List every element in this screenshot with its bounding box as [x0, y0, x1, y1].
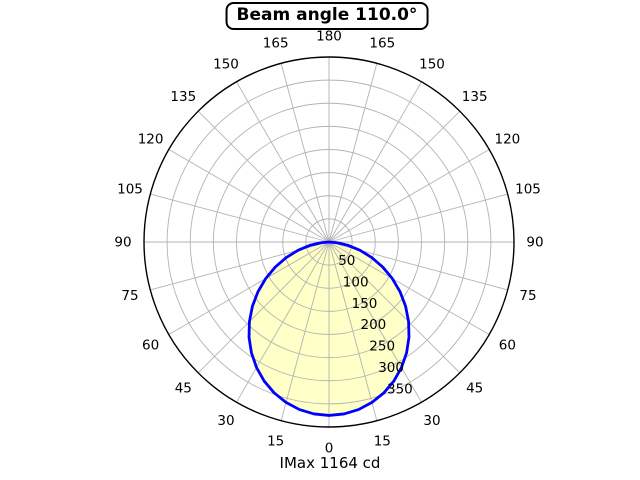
- grid-spoke: [328, 149, 490, 243]
- intensity-curve: [247, 240, 411, 417]
- grid-spoke: [236, 81, 330, 243]
- grid-spoke: [168, 241, 330, 335]
- grid-spoke: [328, 63, 378, 243]
- angle-tick-label: 120: [495, 132, 521, 148]
- angle-tick-label: 75: [121, 288, 138, 304]
- angle-tick-label: 165: [263, 36, 289, 52]
- angle-tick-label: 120: [138, 132, 164, 148]
- angle-tick-label: 75: [519, 288, 536, 304]
- grid-spoke: [328, 81, 422, 243]
- chart-title: Beam angle 110.0°: [225, 2, 429, 30]
- radial-tick-label: 250: [369, 339, 395, 355]
- angle-tick-label: 90: [526, 235, 543, 251]
- angle-tick-label: 135: [462, 89, 488, 105]
- angle-tick-label: 15: [267, 434, 284, 450]
- grid-spoke: [328, 241, 461, 374]
- imax-annotation: IMax 1164 cd: [279, 454, 381, 472]
- grid-spoke: [197, 241, 330, 374]
- angle-tick-label: 150: [419, 56, 445, 72]
- grid-spoke: [328, 193, 508, 243]
- outer-circle: [143, 56, 515, 428]
- grid-spoke: [280, 241, 330, 421]
- radial-tick-label: 50: [338, 253, 355, 269]
- grid-spoke: [328, 241, 490, 335]
- radial-tick-label: 200: [361, 317, 387, 333]
- angle-tick-label: 30: [423, 413, 440, 429]
- angle-tick-label: 150: [213, 56, 239, 72]
- angle-tick-label: 165: [369, 36, 395, 52]
- grid-spoke: [150, 193, 330, 243]
- angle-tick-label: 105: [117, 181, 143, 197]
- grid-spoke: [328, 241, 378, 421]
- angle-tick-label: 180: [316, 29, 342, 45]
- angle-tick-label: 90: [114, 235, 131, 251]
- radial-tick-label: 150: [352, 296, 378, 312]
- angle-tick-label: 45: [175, 380, 192, 396]
- angle-tick-label: 30: [217, 413, 234, 429]
- angle-tick-label: 15: [374, 434, 391, 450]
- grid-spoke: [197, 110, 330, 243]
- radial-tick-label: 300: [378, 360, 404, 376]
- angle-tick-label: 60: [142, 338, 159, 354]
- grid-spoke: [280, 63, 330, 243]
- grid-spoke: [328, 110, 461, 243]
- radial-tick-label: 350: [387, 381, 413, 397]
- angle-tick-label: 135: [170, 89, 196, 105]
- radial-tick-label: 100: [343, 274, 369, 290]
- angle-tick-label: 0: [325, 441, 334, 457]
- angle-tick-label: 60: [499, 338, 516, 354]
- grid-spoke: [168, 149, 330, 243]
- grid-spoke: [328, 241, 422, 403]
- angle-tick-label: 45: [466, 380, 483, 396]
- angle-tick-label: 105: [515, 181, 541, 197]
- grid-spoke: [236, 241, 330, 403]
